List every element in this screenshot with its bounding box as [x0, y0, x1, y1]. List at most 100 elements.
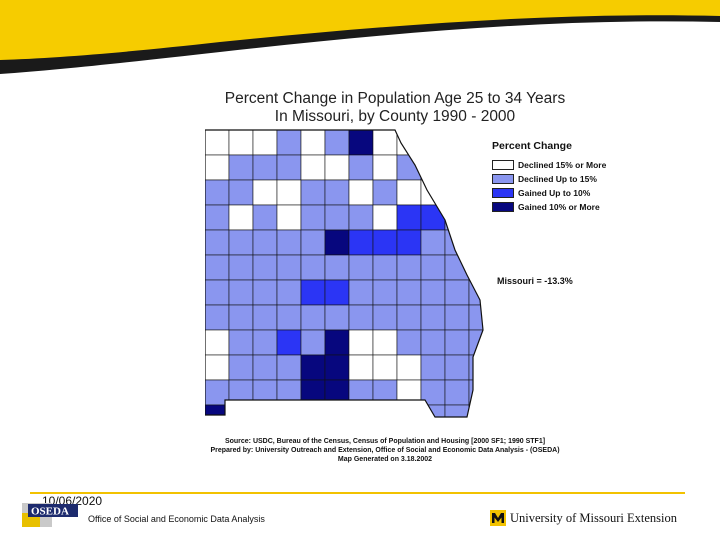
county-area	[348, 154, 374, 181]
county-area	[324, 130, 350, 156]
county-area	[468, 329, 483, 356]
county-area	[276, 229, 302, 256]
county-area	[396, 379, 422, 406]
county-area	[372, 154, 398, 181]
county-area	[444, 254, 470, 281]
county-area	[468, 154, 483, 181]
legend-title: Percent Change	[492, 140, 572, 152]
legend-item: Declined 15% or More	[492, 158, 652, 171]
county-area	[205, 130, 230, 156]
county-area	[372, 279, 398, 306]
county-area	[468, 354, 483, 381]
county-area	[372, 329, 398, 356]
county-area	[276, 404, 302, 417]
county-area	[444, 329, 470, 356]
county-area	[205, 229, 230, 256]
county-area	[324, 379, 350, 406]
oseda-logo-text: OSEDA	[31, 506, 69, 518]
county-area	[276, 204, 302, 231]
county-area	[444, 354, 470, 381]
county-area	[372, 404, 398, 417]
county-area	[300, 379, 326, 406]
county-area	[396, 204, 422, 231]
county-area	[276, 154, 302, 181]
county-area	[444, 204, 470, 231]
county-area	[420, 154, 446, 181]
county-area	[468, 130, 483, 156]
county-area	[420, 304, 446, 331]
county-area	[276, 304, 302, 331]
county-area	[372, 204, 398, 231]
footer-divider	[30, 492, 685, 494]
county-area	[348, 379, 374, 406]
county-area	[324, 404, 350, 417]
map-credits: Source: USDC, Bureau of the Census, Cens…	[150, 437, 620, 464]
county-area	[396, 279, 422, 306]
county-area	[300, 279, 326, 306]
county-area	[252, 279, 278, 306]
credits-prepared: Prepared by: University Outreach and Ext…	[210, 447, 560, 454]
legend-label: Declined Up to 15%	[518, 173, 597, 184]
legend-item: Gained 10% or More	[492, 200, 652, 213]
county-area	[444, 304, 470, 331]
county-area	[252, 204, 278, 231]
county-area	[468, 204, 483, 231]
county-area	[228, 229, 254, 256]
county-area	[444, 179, 470, 206]
county-area	[276, 329, 302, 356]
county-area	[324, 329, 350, 356]
county-area	[372, 229, 398, 256]
legend-item: Gained Up to 10%	[492, 186, 652, 199]
county-area	[228, 404, 254, 417]
county-area	[420, 279, 446, 306]
county-area	[324, 279, 350, 306]
county-area	[444, 279, 470, 306]
county-area	[324, 154, 350, 181]
county-area	[228, 204, 254, 231]
county-area	[205, 254, 230, 281]
county-area	[252, 379, 278, 406]
county-area	[396, 179, 422, 206]
legend-label: Declined 15% or More	[518, 159, 607, 170]
legend-swatch-gained-up-to-10	[492, 187, 514, 198]
county-area	[300, 329, 326, 356]
legend-label: Gained 10% or More	[518, 201, 600, 212]
county-area	[420, 329, 446, 356]
mu-mark-icon	[490, 510, 506, 526]
county-area	[276, 130, 302, 156]
oseda-logo: OSEDA	[22, 503, 78, 527]
county-area	[300, 354, 326, 381]
county-area	[300, 229, 326, 256]
county-area	[396, 354, 422, 381]
county-area	[228, 130, 254, 156]
county-area	[468, 179, 483, 206]
county-area	[228, 254, 254, 281]
county-area	[396, 329, 422, 356]
county-area	[252, 254, 278, 281]
county-area	[228, 304, 254, 331]
county-area	[276, 354, 302, 381]
county-area	[444, 379, 470, 406]
county-area	[468, 254, 483, 281]
county-area	[348, 279, 374, 306]
county-area	[420, 254, 446, 281]
county-area	[300, 179, 326, 206]
mu-extension-logo: University of Missouri Extension	[490, 507, 700, 529]
county-area	[468, 404, 483, 417]
county-area	[324, 204, 350, 231]
county-area	[468, 229, 483, 256]
county-area	[205, 279, 230, 306]
county-area	[205, 179, 230, 206]
county-area	[300, 254, 326, 281]
county-area	[205, 404, 230, 417]
county-area	[444, 154, 470, 181]
county-area	[396, 304, 422, 331]
county-area	[348, 404, 374, 417]
legend-label: Gained Up to 10%	[518, 187, 591, 198]
county-area	[396, 154, 422, 181]
map-title: Percent Change in Population Age 25 to 3…	[195, 90, 595, 126]
state-total: Missouri = -13.3%	[497, 276, 573, 286]
county-area	[228, 279, 254, 306]
county-area	[252, 179, 278, 206]
county-area	[420, 379, 446, 406]
